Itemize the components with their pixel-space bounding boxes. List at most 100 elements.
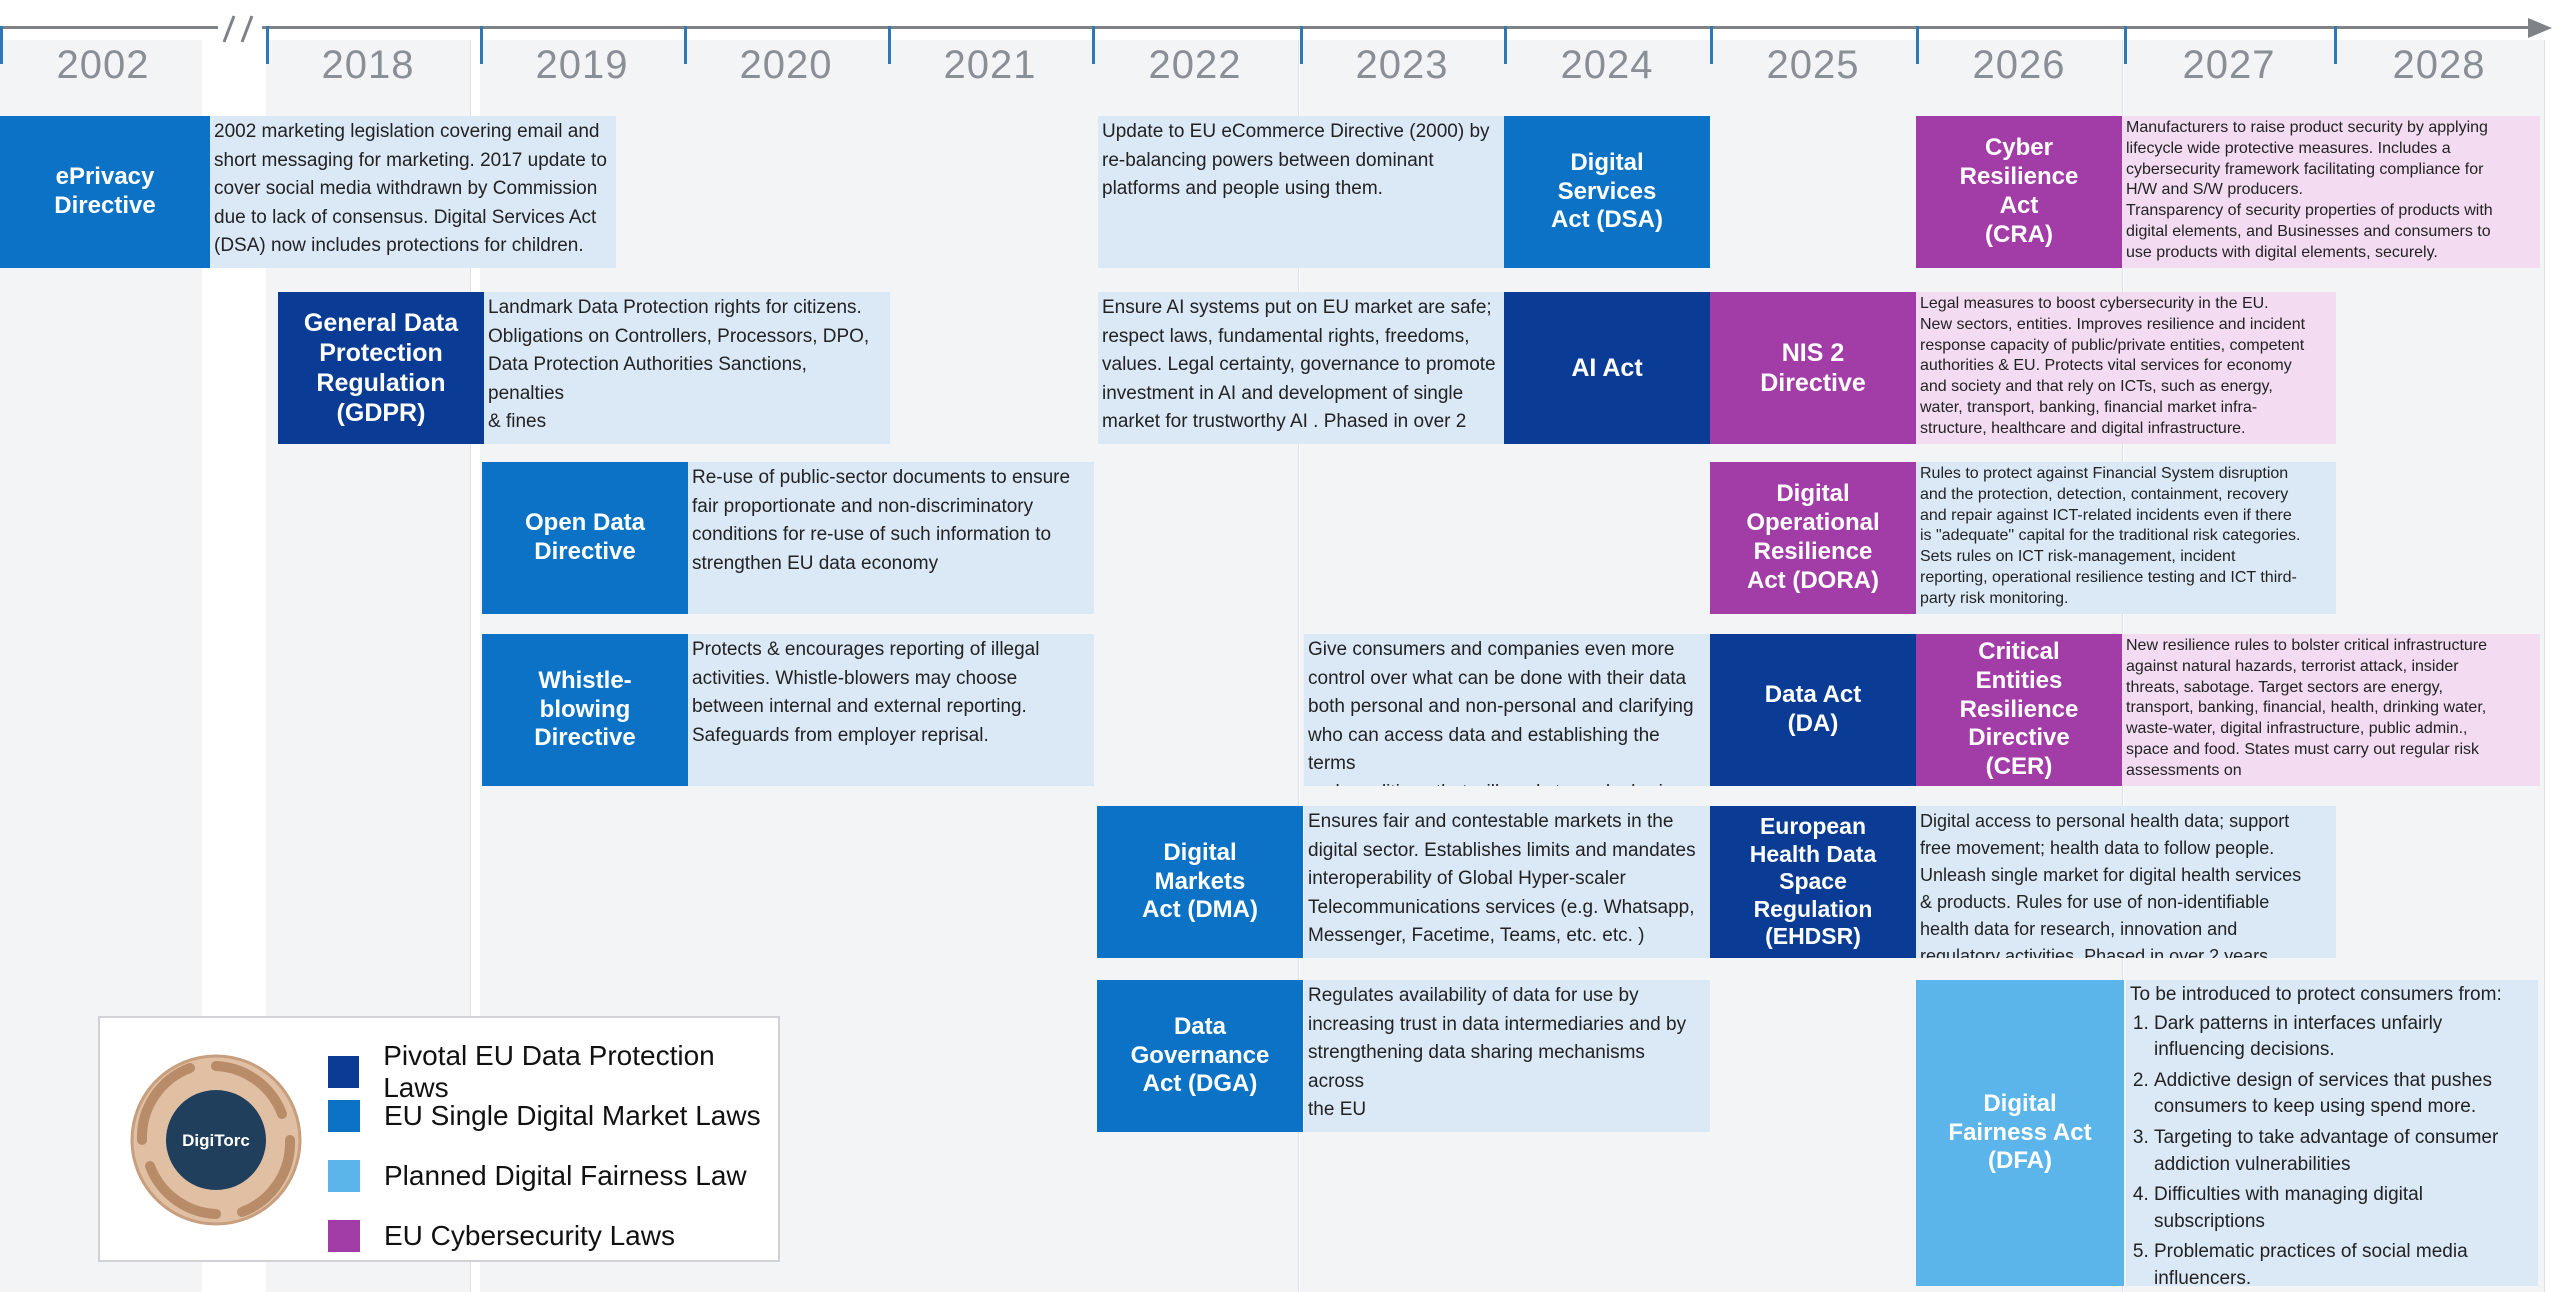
legend: DigiTorc Pivotal EU Data Protection Laws… — [98, 1016, 780, 1262]
law-title: Whistle- blowing Directive — [534, 666, 636, 752]
dfa-list-item: Targeting to take advantage of consumer … — [2154, 1125, 2534, 1178]
timeline-arrow-icon — [2528, 18, 2552, 38]
description-nis2: Legal measures to boost cybersecurity in… — [1916, 292, 2336, 444]
law-box-cer: Critical Entities Resilience Directive (… — [1916, 634, 2122, 786]
law-box-data-act: Data Act (DA) — [1710, 634, 1916, 786]
digitorc-logo: DigiTorc — [130, 1054, 302, 1226]
law-title: AI Act — [1571, 354, 1643, 382]
description-text: Ensures fair and contestable markets in … — [1308, 811, 1696, 946]
axis-tick — [480, 26, 483, 64]
legend-label: Pivotal EU Data Protection Laws — [383, 1040, 715, 1103]
law-box-dsa: Digital Services Act (DSA) — [1504, 116, 1710, 268]
law-title: General Data Protection Regulation (GDPR… — [303, 309, 459, 427]
description-open-data: Re-use of public-sector documents to ens… — [688, 462, 1094, 614]
description-text: Give consumers and companies even more c… — [1308, 639, 1694, 786]
legend-swatch — [328, 1056, 360, 1088]
year-label: 2023 — [1355, 42, 1449, 87]
description-whistle: Protects & encourages reporting of illeg… — [688, 634, 1094, 786]
year-label: 2025 — [1766, 42, 1860, 87]
law-title: European Health Data Space Regulation (E… — [1749, 813, 1877, 950]
law-box-eprivacy: ePrivacy Directive — [0, 116, 210, 268]
description-text: Protects & encourages reporting of illeg… — [692, 639, 1040, 746]
law-title: Data Governance Act (DGA) — [1130, 1012, 1270, 1098]
description-text: Ensure AI systems put on EU market are s… — [1102, 297, 1496, 444]
year-label: 2024 — [1560, 42, 1654, 87]
law-title: Digital Fairness Act (DFA) — [1948, 1089, 2092, 1175]
dfa-list-item: Problematic practices of social media in… — [2154, 1239, 2534, 1286]
year-label: 2021 — [943, 42, 1037, 87]
legend-item: EU Cybersecurity Laws — [328, 1220, 675, 1252]
year-label: 2026 — [1972, 42, 2066, 87]
timeline-axis — [0, 26, 2535, 29]
legend-swatch — [328, 1220, 360, 1252]
logo-text: DigiTorc — [182, 1131, 250, 1150]
description-ai-act: Ensure AI systems put on EU market are s… — [1098, 292, 1504, 444]
description-cra: Manufacturers to raise product security … — [2122, 116, 2540, 268]
year-label: 2019 — [535, 42, 629, 87]
description-data-act: Give consumers and companies even more c… — [1304, 634, 1710, 786]
description-text: Regulates availability of data for use b… — [1308, 985, 1687, 1120]
law-box-cra: Cyber Resilience Act (CRA) — [1916, 116, 2122, 268]
axis-tick — [1300, 26, 1303, 64]
law-box-ehdsr: European Health Data Space Regulation (E… — [1710, 806, 1916, 958]
description-text: Rules to protect against Financial Syste… — [1920, 465, 2301, 607]
law-title: Digital Markets Act (DMA) — [1142, 838, 1258, 924]
description-dora: Rules to protect against Financial Syste… — [1916, 462, 2336, 614]
legend-label: EU Single Digital Market Laws — [384, 1100, 761, 1131]
description-gdpr: Landmark Data Protection rights for citi… — [484, 292, 890, 444]
axis-tick — [1092, 26, 1095, 64]
description-text: New resilience rules to bolster critical… — [2126, 637, 2488, 779]
axis-tick — [0, 26, 3, 64]
legend-item: Planned Digital Fairness Law — [328, 1160, 747, 1192]
description-text: 2002 marketing legislation covering emai… — [214, 121, 607, 256]
legend-swatch — [328, 1160, 360, 1192]
law-box-dma: Digital Markets Act (DMA) — [1097, 806, 1303, 958]
law-title: Critical Entities Resilience Directive (… — [1959, 638, 2079, 781]
dfa-description: To be introduced to protect consumers fr… — [2126, 980, 2538, 1286]
year-label: 2002 — [56, 42, 150, 87]
axis-tick — [684, 26, 687, 64]
axis-tick — [1916, 26, 1919, 64]
law-title: Digital Operational Resilience Act (DORA… — [1746, 480, 1880, 594]
law-box-dfa: Digital Fairness Act (DFA) — [1916, 980, 2124, 1286]
description-eprivacy: 2002 marketing legislation covering emai… — [210, 116, 616, 268]
year-label: 2018 — [321, 42, 415, 87]
law-title: NIS 2 Directive — [1760, 339, 1866, 397]
law-title: Data Act (DA) — [1764, 681, 1862, 737]
legend-label: EU Cybersecurity Laws — [384, 1220, 675, 1251]
description-text: Legal measures to boost cybersecurity in… — [1920, 295, 2306, 437]
law-title: Cyber Resilience Act (CRA) — [1959, 134, 2079, 248]
axis-tick — [2334, 26, 2337, 64]
law-box-gdpr: General Data Protection Regulation (GDPR… — [278, 292, 484, 444]
year-label: 2020 — [739, 42, 833, 87]
description-text: Re-use of public-sector documents to ens… — [692, 467, 1071, 574]
law-box-open-data: Open Data Directive — [482, 462, 688, 614]
law-title: Open Data Directive — [524, 509, 646, 565]
description-text: Update to EU eCommerce Directive (2000) … — [1102, 121, 1490, 199]
law-title: Digital Services Act (DSA) — [1551, 148, 1663, 234]
description-text: Digital access to personal health data; … — [1920, 811, 2302, 958]
legend-item: Pivotal EU Data Protection Laws — [328, 1040, 778, 1104]
description-dga: Regulates availability of data for use b… — [1304, 980, 1710, 1132]
axis-tick — [2124, 26, 2127, 64]
description-text: Landmark Data Protection rights for citi… — [488, 297, 870, 432]
law-title: ePrivacy Directive — [54, 163, 156, 219]
legend-label: Planned Digital Fairness Law — [384, 1160, 747, 1191]
law-box-nis2: NIS 2 Directive — [1710, 292, 1916, 444]
year-label: 2022 — [1148, 42, 1242, 87]
axis-tick — [888, 26, 891, 64]
description-ehdsr: Digital access to personal health data; … — [1916, 806, 2336, 958]
year-label: 2028 — [2392, 42, 2486, 87]
description-cer: New resilience rules to bolster critical… — [2122, 634, 2540, 786]
dfa-list: Dark patterns in interfaces unfairly inf… — [2130, 1011, 2534, 1286]
description-text: Manufacturers to raise product security … — [2126, 119, 2493, 261]
description-dma: Ensures fair and contestable markets in … — [1304, 806, 1710, 958]
axis-tick — [1504, 26, 1507, 64]
dfa-list-item: Difficulties with managing digital subsc… — [2154, 1182, 2534, 1235]
axis-break-icon — [218, 15, 262, 43]
axis-tick — [266, 26, 269, 64]
law-box-dora: Digital Operational Resilience Act (DORA… — [1710, 462, 1916, 614]
legend-item: EU Single Digital Market Laws — [328, 1100, 761, 1132]
dfa-intro: To be introduced to protect consumers fr… — [2130, 984, 2502, 1005]
